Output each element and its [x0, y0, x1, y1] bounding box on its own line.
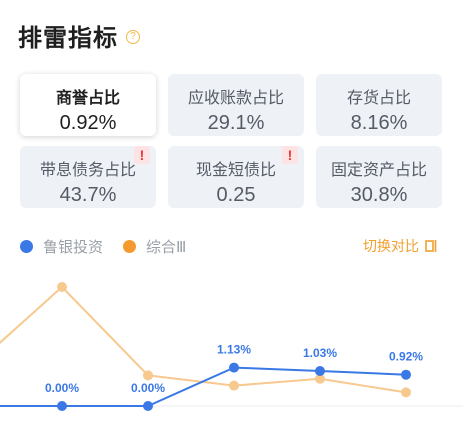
line-chart: 0.00% 0.00% 1.13% 1.03% 0.92% — [0, 282, 463, 411]
data-label: 1.03% — [303, 346, 337, 360]
metric-card-inventory[interactable]: 存货占比 8.16% — [316, 74, 442, 136]
metric-value: 43.7% — [59, 184, 117, 206]
series-industry — [0, 282, 411, 398]
metric-card-goodwill[interactable]: 商誉占比 0.92% — [20, 74, 156, 136]
switch-compare-label: 切换对比 — [363, 238, 419, 254]
data-label: 0.92% — [389, 350, 423, 364]
industry-point — [57, 282, 67, 292]
metric-value: 0.92% — [59, 112, 117, 134]
metric-card-cash-short-debt[interactable]: ! 现金短债比 0.25 — [168, 146, 304, 208]
company-point — [315, 365, 325, 376]
industry-point — [143, 370, 153, 381]
data-labels: 0.00% 0.00% 1.13% 1.03% 0.92% — [45, 343, 423, 395]
switch-icon — [425, 240, 437, 252]
company-series-line — [0, 366, 407, 407]
legend-item-company[interactable]: 鲁银投资 — [20, 236, 103, 257]
metric-label: 带息债务占比 — [39, 162, 136, 179]
legend-dot — [123, 240, 137, 253]
industry-point — [315, 373, 325, 384]
legend-label: 综合Ⅲ — [146, 239, 187, 256]
metric-label: 应收账款占比 — [187, 90, 284, 107]
company-point — [143, 401, 153, 411]
industry-series-line — [0, 285, 407, 394]
warning-icon: ! — [134, 146, 150, 164]
metric-card-fixed-assets[interactable]: 固定资产占比 30.8% — [316, 146, 442, 208]
metric-value: 29.1% — [207, 112, 265, 134]
metric-value: 30.8% — [350, 184, 408, 206]
metric-card-interest-debt[interactable]: ! 带息债务占比 43.7% — [20, 146, 156, 208]
section-title: 排雷指标 — [18, 25, 118, 52]
legend-dot — [20, 240, 33, 253]
metric-card-receivables[interactable]: 应收账款占比 29.1% — [168, 74, 304, 136]
data-label: 1.13% — [217, 343, 251, 357]
section-header: 排雷指标 ? — [18, 18, 140, 53]
legend-label: 鲁银投资 — [43, 239, 104, 256]
company-point — [229, 362, 239, 373]
chart-legend: 鲁银投资 综合Ⅲ — [20, 236, 206, 257]
series-company — [0, 362, 411, 411]
company-point — [57, 401, 67, 411]
metric-label: 固定资产占比 — [330, 162, 427, 179]
metric-value: 0.25 — [216, 184, 256, 206]
metric-value: 8.16% — [350, 112, 408, 134]
switch-compare-button[interactable]: 切换对比 — [363, 236, 437, 256]
warning-icon: ! — [282, 146, 298, 164]
help-icon[interactable]: ? — [126, 30, 140, 44]
data-label: 0.00% — [45, 381, 79, 395]
industry-point — [229, 380, 239, 391]
metric-label: 商誉占比 — [55, 90, 120, 107]
metric-label: 存货占比 — [346, 90, 411, 107]
legend-item-industry[interactable]: 综合Ⅲ — [123, 236, 186, 257]
company-point — [401, 369, 411, 380]
metric-label: 现金短债比 — [195, 162, 276, 179]
data-label: 0.00% — [131, 381, 165, 395]
industry-point — [401, 387, 411, 398]
